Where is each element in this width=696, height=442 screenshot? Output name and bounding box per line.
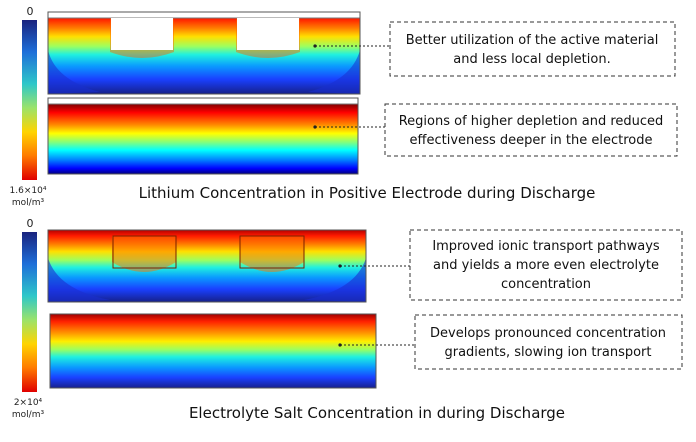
caption-lithium: Lithium Concentration in Positive Electr… bbox=[139, 184, 596, 202]
scale2-unit-label: mol/m³ bbox=[12, 410, 45, 420]
note1-line2: and less local depletion. bbox=[453, 52, 610, 67]
note3-line1: Improved ionic transport pathways bbox=[432, 239, 660, 254]
note3-line3: concentration bbox=[501, 277, 591, 292]
note1-box bbox=[389, 21, 676, 77]
note4-box bbox=[414, 314, 683, 370]
scale2-colorbar bbox=[22, 232, 37, 392]
scale1-colorbar bbox=[22, 20, 37, 180]
current-collector-pillar-left bbox=[111, 18, 173, 50]
scale1-top-label: 0 bbox=[27, 5, 34, 18]
pillar-outline-left bbox=[112, 235, 177, 269]
scale1-unit-label: mol/m³ bbox=[12, 198, 45, 208]
scale2-top-label: 0 bbox=[27, 217, 34, 230]
note3-line2: and yields a more even electrolyte bbox=[433, 258, 659, 273]
note4-line2: gradients, slowing ion transport bbox=[444, 345, 651, 360]
note2-line2: effectiveness deeper in the electrode bbox=[410, 133, 653, 148]
note2-line1: Regions of higher depletion and reduced bbox=[399, 114, 664, 129]
section-electrolyte: 0 2×10⁴ mol/m³ Improved ionic transport … bbox=[12, 217, 683, 422]
panel-planar-electrolyte bbox=[49, 313, 377, 389]
note1-line1: Better utilization of the active materia… bbox=[406, 33, 659, 48]
panel-structured-electrolyte bbox=[47, 229, 367, 303]
scale1-bottom-label: 1.6×10⁴ bbox=[10, 186, 47, 196]
scale2-bottom-label: 2×10⁴ bbox=[14, 398, 43, 408]
note2-box bbox=[384, 103, 678, 157]
note3-box bbox=[409, 229, 683, 301]
current-collector-pillar-right bbox=[237, 18, 299, 50]
note4-line1: Develops pronounced concentration bbox=[430, 326, 666, 341]
panel-planar-lithium bbox=[47, 97, 359, 175]
pillar-outline-right bbox=[239, 235, 305, 269]
section-lithium: 0 1.6×10⁴ mol/m³ Better utilization of t… bbox=[10, 5, 678, 208]
panel-structured-lithium bbox=[47, 11, 361, 95]
caption-electrolyte: Electrolyte Salt Concentration in during… bbox=[189, 404, 565, 422]
